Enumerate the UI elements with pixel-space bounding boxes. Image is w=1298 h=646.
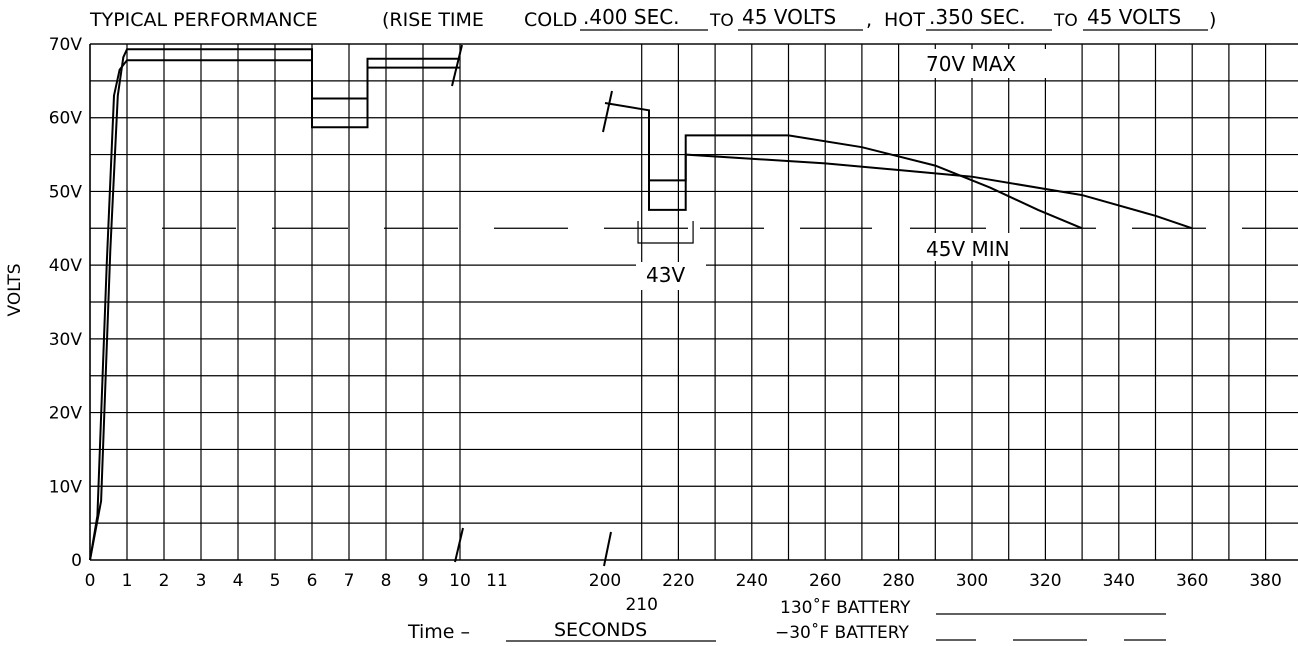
break-mark-bottom-right: [603, 531, 612, 567]
x-tick-label: 240: [736, 571, 768, 591]
break-mark-bottom-left: [454, 527, 464, 563]
break-mark-top-right: [602, 90, 613, 133]
chart-title: TYPICAL PERFORMANCE: [89, 9, 318, 31]
series-0-segment-1: [648, 111, 1193, 230]
header-comma: ,: [866, 9, 872, 31]
break-mark-top-left: [451, 44, 463, 87]
y-tick-label: 30V: [49, 330, 83, 350]
y-tick-label: 0: [71, 551, 82, 571]
to-label-1: TO: [709, 11, 734, 31]
y-tick-labels: 0 10V 20V 30V 40V 50V 60V 70V: [49, 35, 83, 571]
x-tick-label: 300: [956, 571, 988, 591]
y-tick-label: 40V: [49, 256, 83, 276]
x-tick-label: 260: [809, 571, 841, 591]
max-label-mask: [918, 49, 1048, 78]
y-tick-label: 10V: [49, 477, 83, 497]
hot-rise-time: .350 SEC.: [929, 5, 1026, 29]
x-tick-label: 9: [418, 571, 429, 591]
axis-break-marks: [451, 44, 613, 567]
y-tick-label: 60V: [49, 109, 83, 129]
x-tick-label: 5: [270, 571, 281, 591]
chart-footer: Time – SECONDS 130˚F BATTERY −30˚F BATTE…: [407, 597, 1166, 643]
y-tick-label: 50V: [49, 182, 83, 202]
x-tick-label: 1: [122, 571, 133, 591]
cold-rise-time: .400 SEC.: [583, 5, 680, 29]
series-1-segment-0: [89, 48, 460, 561]
hot-label: HOT: [884, 9, 925, 31]
x-tick-label: 6: [307, 571, 318, 591]
hot-rise-volts: 45 VOLTS: [1087, 5, 1181, 29]
x-tick-label: 11: [486, 571, 508, 591]
chart-header: TYPICAL PERFORMANCE (RISE TIME COLD .400…: [89, 5, 1216, 31]
rise-time-close: ): [1209, 9, 1216, 31]
x-tick-label: 0: [85, 571, 96, 591]
y-axis-label: VOLTS: [5, 263, 25, 316]
x-tick-label: 340: [1103, 571, 1135, 591]
y-tick-label: 70V: [49, 35, 83, 55]
drop-voltage-label: 43V: [646, 263, 685, 287]
x-tick-label: 360: [1176, 571, 1208, 591]
series-0-segment-0: [89, 59, 460, 561]
cold-label: COLD: [524, 9, 577, 31]
seconds-label: SECONDS: [554, 619, 647, 641]
cold-rise-volts: 45 VOLTS: [742, 5, 836, 29]
rise-time-open: (RISE TIME: [382, 9, 484, 31]
x-tick-label: 2: [159, 571, 170, 591]
chart-grid: [89, 43, 1298, 561]
x-tick-label: 10: [449, 571, 471, 591]
drop-label-mask: [636, 262, 706, 290]
x-tick-label: 320: [1029, 571, 1061, 591]
series-1-segment-1: [604, 102, 1083, 230]
x-tick-label: 8: [381, 571, 392, 591]
max-voltage-label: 70V MAX: [926, 52, 1016, 76]
to-label-2: TO: [1053, 11, 1078, 31]
min-label-mask: [918, 233, 1042, 261]
x-tick-label: 220: [662, 571, 694, 591]
data-series: [89, 48, 1193, 561]
x-tick-label: 380: [1249, 571, 1281, 591]
x-tick-label: 280: [882, 571, 914, 591]
y-tick-label: 20V: [49, 404, 83, 424]
drop-marker-bracket: [637, 221, 694, 244]
x-tick-label: 200: [589, 571, 621, 591]
x-tick-label: 4: [233, 571, 244, 591]
x-tick-label: 210: [625, 595, 657, 615]
hot-battery-legend: 130˚F BATTERY: [780, 597, 911, 618]
x-tick-label: 7: [344, 571, 355, 591]
x-tick-label: 3: [196, 571, 207, 591]
cold-battery-legend: −30˚F BATTERY: [775, 622, 909, 643]
time-label: Time –: [407, 621, 470, 643]
min-voltage-label: 45V MIN: [926, 237, 1010, 261]
